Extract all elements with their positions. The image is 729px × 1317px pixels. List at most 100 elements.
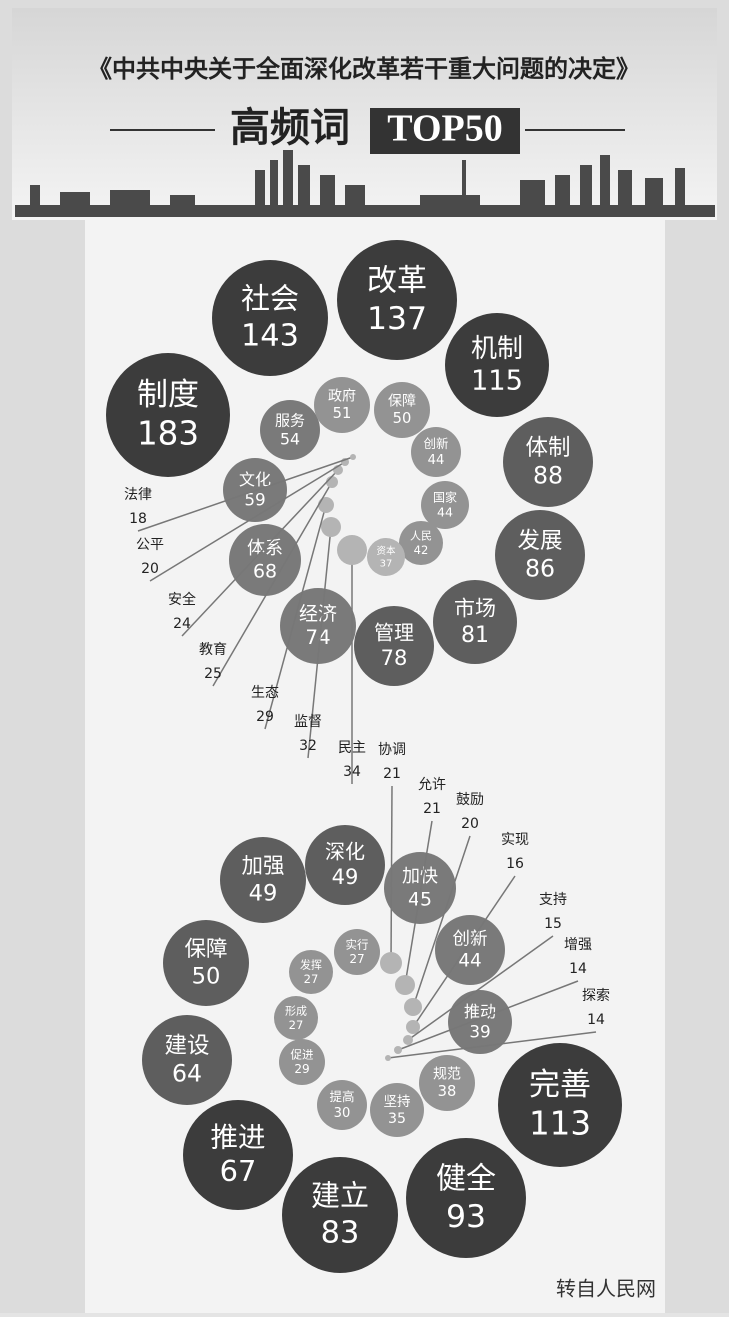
word-bubble (394, 1046, 402, 1054)
word-bubble (318, 497, 334, 513)
word-label: 创新 (453, 930, 488, 950)
word-count: 38 (438, 1083, 457, 1100)
word-label: 创新 (423, 436, 448, 451)
word-bubble (395, 975, 415, 995)
word-count: 14 (587, 1012, 605, 1028)
word-count: 21 (383, 766, 401, 782)
word-label: 坚持 (384, 1094, 411, 1110)
word-label: 加强 (241, 854, 284, 879)
word-label: 公平 (136, 537, 164, 553)
word-label: 机制 (471, 334, 523, 364)
word-count: 49 (249, 881, 278, 907)
word-count: 14 (569, 961, 587, 977)
word-count: 64 (172, 1059, 202, 1087)
word-count: 21 (423, 801, 441, 817)
word-label: 协调 (378, 742, 406, 758)
word-label: 探索 (582, 987, 610, 1004)
word-count: 81 (461, 623, 489, 648)
word-bubble (385, 1055, 391, 1061)
word-label: 民主 (338, 740, 366, 756)
word-label: 形成 (285, 1004, 307, 1017)
word-count: 25 (204, 666, 222, 682)
word-count: 37 (380, 558, 393, 569)
word-label: 推进 (211, 1122, 266, 1154)
word-count: 83 (321, 1216, 360, 1251)
word-label: 改革 (367, 264, 427, 299)
word-label: 加快 (402, 866, 438, 887)
word-bubble (380, 952, 402, 974)
word-count: 32 (299, 738, 317, 754)
word-label: 社会 (241, 282, 299, 316)
word-label: 完善 (529, 1067, 591, 1103)
word-label: 提高 (329, 1089, 354, 1104)
word-count: 137 (367, 301, 427, 337)
word-count: 20 (141, 561, 159, 577)
word-label: 健全 (436, 1162, 496, 1197)
word-label: 建立 (311, 1179, 369, 1213)
word-count: 34 (343, 764, 361, 780)
word-label: 体制 (525, 435, 570, 461)
word-count: 44 (428, 453, 445, 468)
subtitle: 高频词 (230, 105, 350, 151)
word-label: 服务 (275, 412, 305, 430)
word-count: 44 (437, 504, 453, 519)
word-count: 18 (129, 511, 147, 527)
word-label: 生态 (251, 685, 279, 701)
word-label: 制度 (137, 377, 199, 413)
word-bubble (367, 538, 405, 576)
word-label: 政府 (328, 389, 356, 405)
word-label: 法律 (124, 487, 152, 503)
word-count: 29 (256, 709, 274, 725)
word-count: 115 (471, 366, 523, 397)
word-label: 深化 (325, 840, 365, 864)
word-bubble (403, 1035, 413, 1045)
word-label: 教育 (199, 642, 227, 658)
word-bubble (337, 535, 367, 565)
word-count: 35 (388, 1111, 406, 1127)
word-label: 经济 (299, 603, 337, 625)
word-count: 143 (241, 319, 299, 354)
word-label: 支持 (539, 892, 567, 908)
word-label: 文化 (239, 470, 271, 489)
word-count: 54 (280, 429, 300, 448)
word-count: 30 (334, 1106, 351, 1121)
word-label: 保障 (388, 394, 416, 410)
word-bubble (321, 517, 341, 537)
word-count: 93 (446, 1199, 486, 1235)
word-count: 50 (393, 410, 412, 427)
badge: TOP50 (387, 108, 502, 150)
word-label: 资本 (376, 545, 396, 557)
word-count: 49 (332, 865, 359, 889)
word-bubble (326, 476, 338, 488)
word-bubble (406, 1020, 420, 1034)
word-count: 27 (289, 1018, 304, 1032)
word-count: 27 (349, 952, 364, 966)
infographic: 《中共中央关于全面深化改革若干重大问题的决定》 高频词 TOP50 转自人民网 … (0, 0, 729, 1313)
source: 转自人民网 (556, 1277, 656, 1301)
word-count: 88 (533, 461, 563, 489)
word-count: 42 (414, 543, 429, 557)
word-label: 市场 (454, 596, 496, 620)
word-label: 促进 (291, 1048, 314, 1062)
word-label: 国家 (433, 489, 457, 504)
page: {"chart_data": {"type": "bubble-spiral",… (0, 0, 729, 1313)
word-label: 发展 (517, 528, 562, 554)
word-count: 15 (544, 916, 562, 932)
word-label: 增强 (564, 937, 592, 953)
word-label: 建设 (164, 1033, 209, 1059)
word-label: 规范 (433, 1066, 461, 1083)
word-count: 86 (525, 554, 555, 582)
word-label: 保障 (184, 937, 227, 962)
word-label: 管理 (374, 621, 414, 645)
word-count: 27 (304, 972, 319, 986)
word-count: 39 (469, 1022, 490, 1042)
word-label: 实现 (501, 832, 529, 848)
word-count: 16 (506, 856, 524, 872)
title: 《中共中央关于全面深化改革若干重大问题的决定》 (88, 55, 640, 83)
word-count: 50 (192, 964, 221, 990)
word-count: 67 (220, 1154, 257, 1188)
word-label: 允许 (418, 777, 446, 793)
word-count: 113 (529, 1104, 591, 1142)
leader-line (391, 786, 392, 963)
word-count: 29 (294, 1062, 309, 1076)
